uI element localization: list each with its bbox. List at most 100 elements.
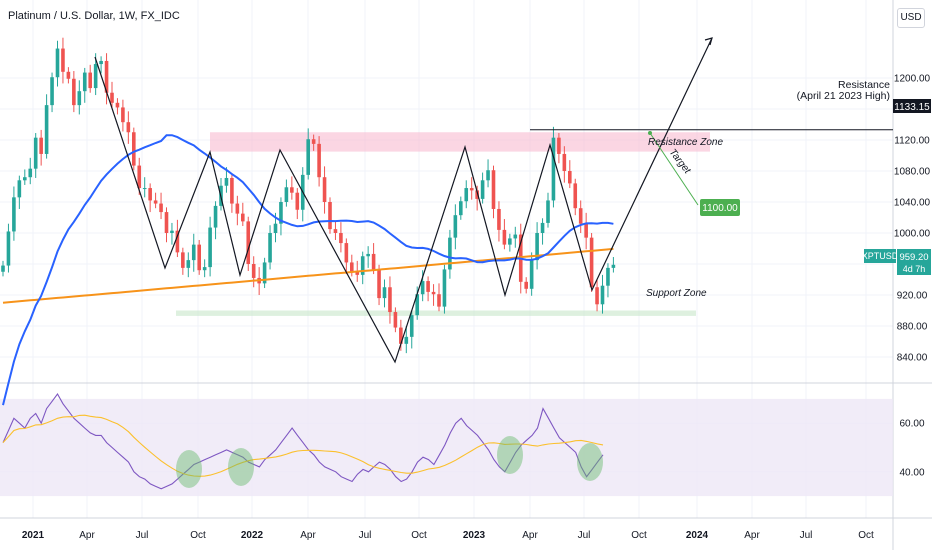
rsi-band: [0, 398, 893, 497]
candle-body: [88, 72, 92, 89]
rsi-line: [2, 392, 604, 490]
candle-body: [546, 200, 550, 223]
candle-body: [360, 256, 365, 275]
candle-body: [137, 165, 142, 189]
price-tick-label: 1080.00: [894, 167, 931, 178]
candle-body: [148, 188, 152, 201]
candle-body: [77, 91, 82, 106]
candle-body: [61, 48, 65, 72]
candle-body: [142, 188, 147, 190]
time-tick-label: 2021: [22, 530, 45, 541]
last-price-countdown: 4d 7h: [903, 264, 926, 274]
candle-body: [55, 48, 60, 78]
candle-body: [126, 122, 131, 133]
last-price-text: 959.20: [899, 252, 928, 263]
candle-body: [371, 253, 376, 270]
candle-body: [557, 137, 561, 154]
price-tick-label: 840.00: [897, 353, 928, 364]
time-tick-label: Oct: [411, 530, 427, 541]
candle-body: [497, 208, 501, 230]
candle-body: [611, 264, 616, 268]
candle-body: [415, 294, 419, 316]
candle-body: [186, 260, 191, 268]
candle-body: [339, 233, 343, 244]
candle-body: [170, 230, 174, 233]
candle-body: [175, 230, 180, 253]
candle-body: [208, 227, 212, 268]
time-tick-label: 2023: [463, 530, 486, 541]
price-tick-label: 920.00: [897, 291, 928, 302]
candle-body: [448, 237, 452, 270]
candle-body: [230, 177, 234, 204]
candle-body: [93, 64, 98, 89]
candle-body: [28, 168, 33, 178]
arrow-head: [704, 37, 713, 46]
time-tick-label: Oct: [190, 530, 206, 541]
currency-button[interactable]: USD: [897, 8, 925, 28]
time-tick-label: Oct: [858, 530, 874, 541]
candle-body: [164, 212, 169, 233]
candle-body: [578, 208, 583, 224]
candle-body: [366, 253, 370, 257]
candle-body: [202, 267, 207, 271]
candle-body: [115, 102, 120, 108]
candle-body: [132, 132, 136, 166]
candle-body: [104, 60, 109, 93]
candle-body: [377, 269, 381, 299]
resistance-zone-band: [210, 132, 710, 152]
moving-average-blue: [2, 134, 614, 406]
candle-body: [589, 237, 594, 288]
candle-body: [262, 262, 267, 284]
rsi-highlight-circle: [497, 436, 523, 474]
time-tick-label: Jul: [359, 530, 372, 541]
candle-body: [584, 223, 588, 238]
symbol-title: Platinum / U.S. Dollar, 1W, FX_IDC: [8, 10, 180, 22]
time-tick-label: Jul: [578, 530, 591, 541]
candle-body: [99, 60, 103, 65]
candle-body: [606, 267, 610, 286]
candle-body: [355, 271, 360, 275]
candle-body: [153, 200, 158, 204]
candle-body: [279, 202, 283, 224]
candle-body: [241, 213, 245, 222]
candle-body: [431, 291, 436, 295]
candle-body: [72, 78, 76, 106]
moving-average-orange: [2, 247, 614, 304]
candle-body: [573, 183, 578, 209]
candle-body: [459, 201, 463, 216]
candle-body: [508, 238, 512, 245]
candle-body: [453, 215, 458, 238]
candle-body: [44, 105, 49, 154]
candle-body: [529, 260, 534, 289]
candle-body: [110, 92, 114, 103]
candle-body: [191, 244, 196, 261]
time-tick-label: 2024: [686, 530, 709, 541]
candle-body: [12, 197, 16, 232]
projection-markers: [530, 37, 893, 206]
candle-body: [480, 180, 485, 199]
candles-layer: [1, 37, 616, 354]
resistance-price-tag-text: 1133.15: [894, 102, 930, 113]
candle-body: [420, 281, 425, 295]
support-zone-band: [176, 310, 696, 316]
candle-body: [551, 137, 556, 201]
candle-body: [251, 264, 256, 278]
time-tick-label: Jul: [800, 530, 813, 541]
rsi-moving-average: [2, 414, 604, 477]
candle-body: [235, 203, 240, 214]
candle-body: [513, 234, 518, 239]
price-tick-label: 880.00: [897, 322, 928, 333]
candle-body: [595, 287, 599, 305]
candle-body: [568, 171, 572, 184]
candle-body: [524, 281, 528, 289]
target-price-tag: [700, 199, 740, 216]
rsi-highlight-circles: [176, 436, 603, 488]
candle-body: [159, 203, 163, 213]
axis-labels: 840.00880.00920.00960.001000.001040.0010…: [22, 74, 931, 542]
rsi-highlight-circle: [176, 450, 202, 488]
candle-body: [284, 187, 289, 202]
rsi-highlight-circle: [228, 448, 254, 486]
time-tick-label: Apr: [300, 530, 316, 541]
time-tick-label: Oct: [631, 530, 647, 541]
